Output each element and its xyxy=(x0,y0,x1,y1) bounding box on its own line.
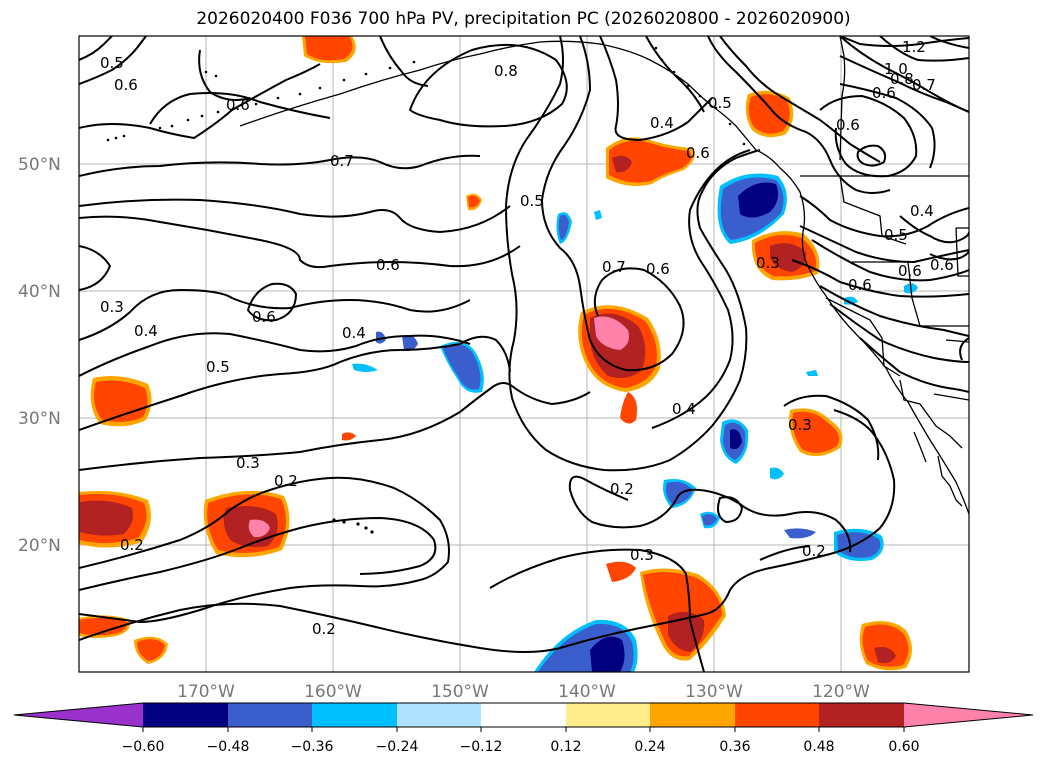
lon-label-130w: 130°W xyxy=(685,682,743,702)
colorbar-segment xyxy=(143,703,228,727)
contour-label: 0.4 xyxy=(650,114,674,132)
contour-label: 0.2 xyxy=(802,542,826,560)
lat-label-40n: 40°N xyxy=(18,282,61,302)
precip-blob xyxy=(789,408,843,457)
colorbar-tick-label: −0.48 xyxy=(207,739,250,755)
contour-label: 0.4 xyxy=(672,400,696,418)
precip-blob xyxy=(79,491,151,548)
contour-label: 0.6 xyxy=(836,116,860,134)
contour-label: 0.8 xyxy=(494,62,518,80)
precip-blob xyxy=(90,376,152,427)
contour-label: 0.2 xyxy=(120,536,144,554)
contour-label: 0.6 xyxy=(686,144,710,162)
colorbar-tick-label: −0.12 xyxy=(460,739,503,755)
contour-label: 0.4 xyxy=(134,322,158,340)
lat-label-20n: 20°N xyxy=(18,536,61,556)
contour-label: 0.6 xyxy=(930,256,954,274)
precip-blob xyxy=(352,210,918,539)
contour-label: 0.6 xyxy=(376,256,400,274)
contour-label: 0.5 xyxy=(206,358,230,376)
contour-label: 0.3 xyxy=(630,546,654,564)
contour-label: 0.5 xyxy=(100,54,124,72)
lon-label-140w: 140°W xyxy=(558,682,616,702)
precip-blob xyxy=(534,619,638,672)
contour-label: 0.7 xyxy=(330,152,354,170)
lon-label-120w: 120°W xyxy=(812,682,870,702)
colorbar-tick-label: 0.24 xyxy=(634,739,665,755)
contour-label: 1.2 xyxy=(902,38,926,56)
precip-blob xyxy=(302,36,482,441)
contour-label: 0.2 xyxy=(312,620,336,638)
longitude-axis: 170°W 160°W 150°W 140°W 130°W 120°W xyxy=(177,682,870,702)
colorbar-segment xyxy=(566,703,650,727)
precip-blob xyxy=(79,615,168,664)
precip-blob xyxy=(859,621,912,671)
contour-label: 0.7 xyxy=(602,258,626,276)
contour-label: 0.6 xyxy=(252,308,276,326)
lon-label-160w: 160°W xyxy=(304,682,362,702)
contour-label: 0.8 xyxy=(890,70,914,88)
contour-label: 0.2 xyxy=(610,480,634,498)
precip-blob xyxy=(606,561,726,661)
lat-label-50n: 50°N xyxy=(18,155,61,175)
colorbar-tick-label: 0.60 xyxy=(888,739,919,755)
contour-label: 0.5 xyxy=(884,226,908,244)
map-title: 2026020400 F036 700 hPa PV, precipitatio… xyxy=(196,9,851,29)
colorbar-segment xyxy=(228,703,312,727)
map-content: 0.5 0.6 0.6 0.8 0.4 0.5 0.6 1.2 1.0 0.8 … xyxy=(79,36,969,672)
contour-label: 0.5 xyxy=(708,94,732,112)
contour-label: 0.6 xyxy=(646,260,670,278)
colorbar-extend-low xyxy=(14,703,143,727)
contour-label: 1.0 xyxy=(884,60,908,78)
contour-label: 0.6 xyxy=(898,262,922,280)
precip-blob xyxy=(834,528,884,561)
precip-blob xyxy=(440,341,484,393)
contour-label: 0.6 xyxy=(226,96,250,114)
contour-label: 0.3 xyxy=(788,416,812,434)
colorbar-tick-label: 0.12 xyxy=(550,739,581,755)
colorbar-extend-high xyxy=(904,703,1033,727)
precip-blob xyxy=(606,137,695,186)
colorbar-segment xyxy=(650,703,735,727)
pv-contours xyxy=(79,36,969,672)
lon-label-150w: 150°W xyxy=(431,682,489,702)
precip-blob xyxy=(720,419,749,464)
contour-label: 0.7 xyxy=(912,76,936,94)
colorbar-segment xyxy=(819,703,904,727)
colorbar-segment xyxy=(397,703,481,727)
colorbar-segment xyxy=(735,703,819,727)
contour-label: 0.3 xyxy=(756,254,780,272)
lon-label-170w: 170°W xyxy=(177,682,235,702)
colorbar-tick-label: 0.36 xyxy=(719,739,750,755)
colorbar-ticks xyxy=(142,727,905,732)
colorbar-tick-label: −0.60 xyxy=(122,739,165,755)
colorbar-segment xyxy=(481,703,566,727)
negative-precip-anomalies xyxy=(352,173,918,672)
precip-blob xyxy=(717,173,787,244)
lat-label-30n: 30°N xyxy=(18,409,61,429)
contour-label: 0.5 xyxy=(520,192,544,210)
contour-label: 0.4 xyxy=(342,324,366,342)
islands xyxy=(106,46,746,534)
colorbar-segment xyxy=(312,703,397,727)
contour-label: 0.6 xyxy=(872,84,896,102)
latitude-axis: 20°N 30°N 40°N 50°N xyxy=(18,155,61,556)
contour-label: 0.6 xyxy=(114,76,138,94)
contour-label: 0.4 xyxy=(910,202,934,220)
colorbar-tick-label: −0.24 xyxy=(376,739,419,755)
colorbar: −0.60 −0.48 −0.36 −0.24 −0.12 0.12 0.24 … xyxy=(13,702,1034,755)
precip-blob xyxy=(745,90,794,138)
colorbar-tick-label: 0.48 xyxy=(803,739,834,755)
contour-label: 0.2 xyxy=(274,472,298,490)
contour-label: 0.3 xyxy=(236,454,260,472)
colorbar-tick-label: −0.36 xyxy=(291,739,334,755)
contour-label: 0.3 xyxy=(100,298,124,316)
contour-label: 0.6 xyxy=(848,276,872,294)
contour-labels: 0.5 0.6 0.6 0.8 0.4 0.5 0.6 1.2 1.0 0.8 … xyxy=(100,38,954,638)
map-frame xyxy=(78,35,970,673)
